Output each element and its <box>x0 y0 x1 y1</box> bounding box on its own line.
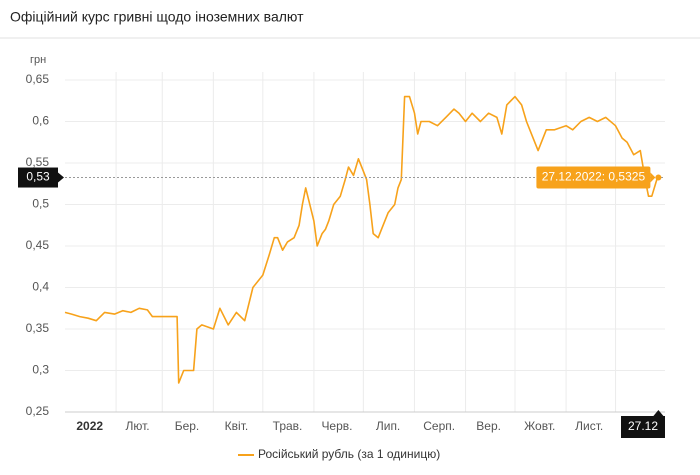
x-tick-label: Лют. <box>125 419 149 433</box>
y-tick-label: 0,55 <box>26 155 50 169</box>
crosshair-y-box <box>18 167 58 188</box>
y-tick-label: 0,4 <box>32 280 49 294</box>
legend-label: Російський рубль (за 1 одиницю) <box>258 447 440 461</box>
x-tick-label: Трав. <box>273 419 303 433</box>
y-tick-label: 0,25 <box>26 404 50 418</box>
chart-title: Офіційний курс гривні щодо іноземних вал… <box>10 9 304 25</box>
x-tick-label: Лип. <box>376 419 400 433</box>
line-series <box>64 95 660 384</box>
x-tick-label: Вер. <box>476 419 501 433</box>
y-axis-label: грн <box>30 54 46 66</box>
y-tick-label: 0,3 <box>32 363 49 377</box>
y-tick-label: 0,45 <box>26 238 50 252</box>
y-tick-label: 0,65 <box>26 72 50 86</box>
crosshair-x-box <box>621 416 665 438</box>
tooltip-box <box>536 166 651 189</box>
x-tick-label: Жовт. <box>524 419 555 433</box>
tooltip-text: 27.12.2022: 0,5325 <box>542 170 646 184</box>
y-tick-label: 0,5 <box>32 197 49 211</box>
crosshair-y-pointer <box>58 172 64 183</box>
crosshair-x-label: 27.12 <box>628 419 658 433</box>
crosshair-point <box>655 174 662 181</box>
crosshair-y-label: 0,53 <box>26 170 50 184</box>
x-tick-label: 2022 <box>76 419 103 433</box>
x-tick-label: Бер. <box>175 419 200 433</box>
y-tick-label: 0,6 <box>32 114 49 128</box>
y-tick-label: 0,35 <box>26 321 50 335</box>
crosshair-x-pointer <box>653 410 664 416</box>
x-tick-label: Черв. <box>321 419 352 433</box>
tooltip-pointer <box>650 172 656 183</box>
x-tick-label: Серп. <box>423 419 455 433</box>
x-tick-label: Квіт. <box>225 419 249 433</box>
x-tick-label: Лист. <box>575 419 603 433</box>
